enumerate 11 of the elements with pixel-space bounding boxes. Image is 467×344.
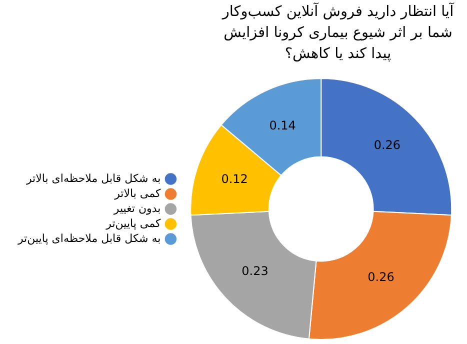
legend-label: کمی بالاتر — [114, 186, 162, 200]
data-label: 0.26 — [374, 138, 401, 152]
chart-title: آیا انتظار دارید فروش آنلاین کسب‌وکار شما بر اثر شیوع بیماری کرونا افزایش پیدا کند یا کاهش؟ — [220, 2, 456, 64]
legend-label: کمی پایین‌تر — [105, 216, 162, 230]
legend-label: به شکل قابل ملاحظه‌ای بالاتر — [25, 172, 161, 185]
legend-label: به شکل قابل ملاحظه‌ای پایین‌تر — [16, 232, 161, 245]
data-label: 0.14 — [269, 118, 296, 132]
data-label: 0.23 — [242, 264, 268, 278]
data-label: 0.12 — [221, 172, 248, 186]
data-label: 0.26 — [368, 270, 394, 284]
legend-label: بدون تغییر — [112, 202, 161, 215]
